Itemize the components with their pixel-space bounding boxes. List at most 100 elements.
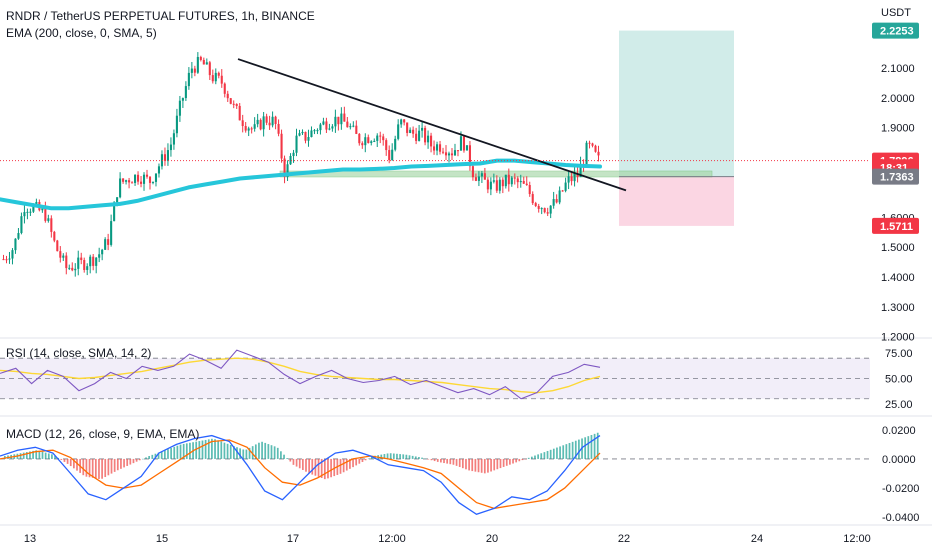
candle-body bbox=[32, 205, 35, 212]
candle-body bbox=[65, 255, 68, 269]
macd-tick-label: -0.0200 bbox=[882, 483, 919, 495]
macd-histogram-bar bbox=[239, 448, 241, 459]
macd-tick-label: -0.0400 bbox=[882, 512, 919, 524]
candle-body bbox=[125, 180, 128, 182]
candle-body bbox=[501, 179, 504, 187]
macd-histogram-bar bbox=[29, 451, 31, 459]
macd-histogram-bar bbox=[574, 440, 577, 459]
macd-histogram-bar bbox=[73, 458, 75, 469]
candle-body bbox=[20, 216, 23, 234]
macd-histogram-bar bbox=[565, 444, 568, 459]
candle-body bbox=[211, 75, 214, 82]
macd-pane[interactable] bbox=[0, 432, 870, 516]
macd-histogram-bar bbox=[562, 445, 565, 459]
macd-histogram-bar bbox=[502, 458, 505, 467]
candle-body bbox=[241, 120, 244, 127]
macd-histogram-bar bbox=[389, 453, 392, 459]
candle-body bbox=[77, 257, 80, 269]
candle-body bbox=[178, 100, 181, 116]
candle-body bbox=[337, 116, 340, 125]
macd-histogram-bar bbox=[104, 458, 107, 478]
macd-histogram-bar bbox=[436, 458, 439, 462]
macd-legend[interactable]: MACD (12, 26, close, 9, EMA, EMA) bbox=[6, 427, 200, 441]
price-pane[interactable] bbox=[0, 52, 870, 277]
candle-body bbox=[310, 130, 313, 138]
macd-histogram-bar bbox=[98, 458, 100, 479]
macd-histogram-bar bbox=[396, 453, 398, 459]
macd-histogram-bar bbox=[35, 450, 38, 459]
macd-histogram-bar bbox=[534, 455, 536, 459]
candle-body bbox=[462, 136, 466, 151]
candle-body bbox=[418, 130, 421, 141]
candle-body bbox=[199, 56, 202, 60]
candle-body bbox=[101, 249, 104, 255]
macd-histogram-bar bbox=[427, 458, 430, 460]
candle-body bbox=[331, 126, 334, 129]
price-tick-label: 1.4000 bbox=[881, 272, 915, 284]
macd-histogram-bar bbox=[264, 442, 267, 459]
candle-body bbox=[229, 98, 232, 104]
price-tag-stop bbox=[872, 217, 919, 234]
rsi-pane[interactable] bbox=[0, 349, 870, 400]
chart-title[interactable]: RNDR / TetherUS PERPETUAL FUTURES, 1h, B… bbox=[6, 9, 315, 23]
macd-histogram-bar bbox=[505, 458, 508, 466]
candle-body bbox=[74, 268, 77, 271]
macd-histogram-bar bbox=[286, 458, 289, 459]
candle-body bbox=[253, 124, 256, 129]
candle-body bbox=[349, 126, 352, 128]
macd-histogram-bar bbox=[433, 458, 436, 462]
candle-body bbox=[513, 177, 516, 179]
candle-body bbox=[576, 173, 579, 178]
macd-histogram-bar bbox=[163, 450, 166, 459]
price-tag-target bbox=[872, 22, 919, 39]
macd-histogram-bar bbox=[44, 452, 47, 459]
macd-histogram-bar bbox=[302, 458, 304, 470]
candle-body bbox=[41, 208, 44, 211]
candle-body bbox=[313, 130, 316, 132]
macd-histogram-bar bbox=[480, 458, 483, 473]
macd-histogram-bar bbox=[276, 447, 279, 459]
candle-body bbox=[68, 267, 71, 269]
macd-histogram-bar bbox=[352, 458, 354, 468]
macd-histogram-bar bbox=[126, 458, 129, 466]
macd-histogram-bar bbox=[76, 458, 78, 471]
macd-histogram-bar bbox=[226, 443, 229, 459]
macd-histogram-bar bbox=[248, 447, 251, 459]
candle-body bbox=[597, 151, 600, 156]
candle-body bbox=[394, 138, 397, 150]
candle-body bbox=[525, 183, 528, 186]
candle-body bbox=[304, 131, 307, 141]
macd-histogram-bar bbox=[593, 433, 596, 459]
candle-body bbox=[175, 115, 178, 134]
candle-body bbox=[459, 136, 463, 151]
candle-body bbox=[104, 239, 107, 250]
candle-body bbox=[190, 68, 193, 73]
candle-body bbox=[86, 266, 89, 270]
candle-body bbox=[522, 181, 525, 184]
macd-histogram-bar bbox=[418, 457, 420, 459]
candle-body bbox=[322, 121, 325, 125]
candle-body bbox=[447, 153, 451, 156]
macd-histogram-bar bbox=[167, 449, 169, 459]
macd-histogram-bar bbox=[477, 458, 480, 473]
macd-histogram-bar bbox=[63, 458, 66, 462]
macd-histogram-bar bbox=[160, 451, 163, 459]
macd-histogram-bar bbox=[22, 452, 25, 459]
macd-histogram-bar bbox=[524, 458, 527, 460]
chart-grid bbox=[0, 337, 932, 526]
rsi-legend[interactable]: RSI (14, close, SMA, 14, 2) bbox=[6, 346, 152, 360]
ema-legend[interactable]: EMA (200, close, 0, SMA, 5) bbox=[6, 26, 157, 40]
macd-histogram-bar bbox=[408, 455, 411, 459]
candle-body bbox=[492, 180, 495, 182]
time-tick-label: 24 bbox=[751, 533, 763, 545]
macd-histogram-bar bbox=[82, 458, 85, 476]
time-axis[interactable]: 13 15 17 12:00 20 22 24 12:00 bbox=[24, 533, 871, 545]
support-zone bbox=[279, 170, 713, 178]
price-axis[interactable]: USDT2.10002.00001.90001.60001.50001.4000… bbox=[872, 7, 919, 524]
time-tick-label: 20 bbox=[486, 533, 498, 545]
time-tick-label: 15 bbox=[156, 533, 168, 545]
candle-body bbox=[181, 98, 184, 101]
candle-body bbox=[346, 121, 349, 128]
time-tick-label: 22 bbox=[618, 533, 630, 545]
